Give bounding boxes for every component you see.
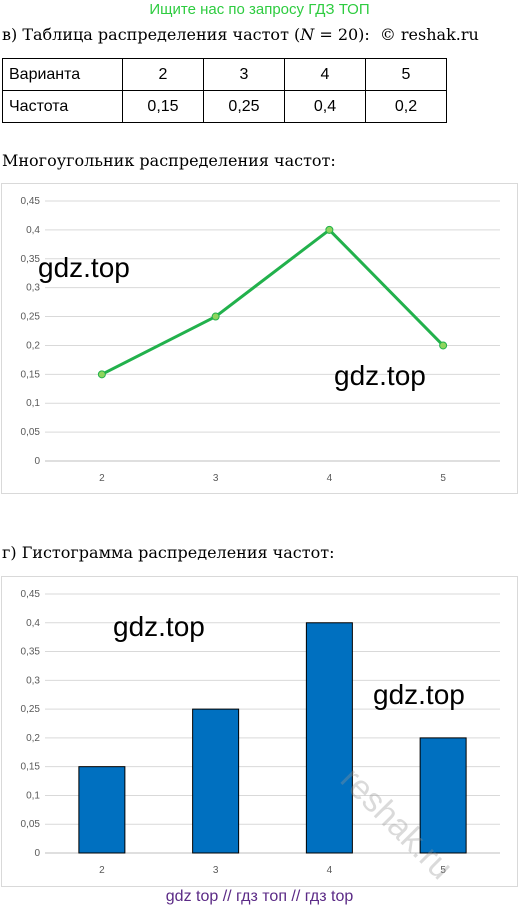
bar [192,708,240,854]
footer-text: gdz top // гдз топ // гдз top [165,888,354,905]
y-tick-label: 0,25 [21,312,41,323]
y-tick-label: 0,35 [21,647,41,658]
x-tick-label: 5 [440,865,446,876]
y-tick-label: 0,2 [26,340,40,351]
y-tick-label: 0,05 [21,819,41,830]
y-tick-label: 0 [34,848,40,859]
series-line [101,228,445,376]
bar [78,766,126,854]
bar-chart-svg: 0 0,05 0,1 0,15 0,2 0,25 0,3 0,35 0,4 0,45 2 3 4 5 [21,589,500,876]
watermark-text: gdz.top [38,252,130,283]
frequency-table: Варианта 2 3 4 5 Частота 0,15 0,25 0,4 0… [2,58,447,123]
y-tick-label: 0,2 [26,733,40,744]
y-tick-label: 0,25 [21,704,41,715]
histogram-chart: 0 0,05 0,1 0,15 0,2 0,25 0,3 0,35 0,4 0,45 2 3 4 5 [1,576,518,887]
x-tick-label: 4 [327,473,333,484]
y-tick-label: 0,15 [21,369,41,380]
table-cell: 0,2 [365,90,447,123]
table-cell: 2 [122,58,204,91]
line-chart-svg: 0 0,05 0,1 0,15 0,2 0,25 0,3 0,35 0,4 0,45 2 3 4 5 [21,196,500,484]
x-tick-label: 5 [440,473,446,484]
y-tick-label: 0,45 [21,196,41,207]
watermark-text: gdz.top [334,360,426,391]
copyright-text: © reshak.ru [379,25,479,44]
polygon-chart: 0 0,05 0,1 0,15 0,2 0,25 0,3 0,35 0,4 0,45 2 3 4 5 [1,183,518,494]
histogram-title: г) Гистограмма распределения частот: [2,543,335,562]
y-tick-label: 0,4 [26,618,40,629]
data-point [439,341,448,350]
x-tick-label: 2 [99,865,105,876]
table-row: Частота 0,15 0,25 0,4 0,2 [2,90,447,123]
y-tick-label: 0,45 [21,589,41,600]
bar [419,737,467,854]
table-cell: 4 [284,58,366,91]
watermark-text: gdz.top [373,679,465,710]
section-v-line: в) Таблица распределения частот (𝑁 = 20)… [2,24,479,46]
bar [305,622,353,854]
table-cell: 3 [203,58,285,91]
header-banner: Ищите нас по запросу ГДЗ ТОП [149,1,370,18]
y-tick-label: 0,1 [26,790,40,801]
y-tick-label: 0,4 [26,225,40,236]
x-tick-label: 3 [213,473,219,484]
x-tick-label: 2 [99,473,105,484]
y-tick-label: 0,15 [21,762,41,773]
y-tick-label: 0,3 [26,283,40,294]
table-row-head: Частота [2,90,123,123]
table-cell: 0,4 [284,90,366,123]
y-tick-label: 0,1 [26,398,40,409]
table-cell: 0,25 [203,90,285,123]
table-cell: 0,15 [122,90,204,123]
y-tick-label: 0,3 [26,675,40,686]
y-tick-label: 0 [34,456,40,467]
table-row: Варианта 2 3 4 5 [2,58,447,91]
y-tick-label: 0,35 [21,254,41,265]
table-row-head: Варианта [2,58,123,91]
polygon-title: Многоугольник распределения частот: [2,151,336,170]
table-cell: 5 [365,58,447,91]
data-point [97,370,106,379]
watermark-text: gdz.top [113,611,205,642]
section-v-title: в) Таблица распределения частот (𝑁 = 20)… [2,25,370,44]
data-point [325,225,334,234]
x-tick-label: 3 [213,865,219,876]
y-tick-label: 0,05 [21,427,41,438]
x-tick-label: 4 [327,865,333,876]
data-point [211,312,220,321]
